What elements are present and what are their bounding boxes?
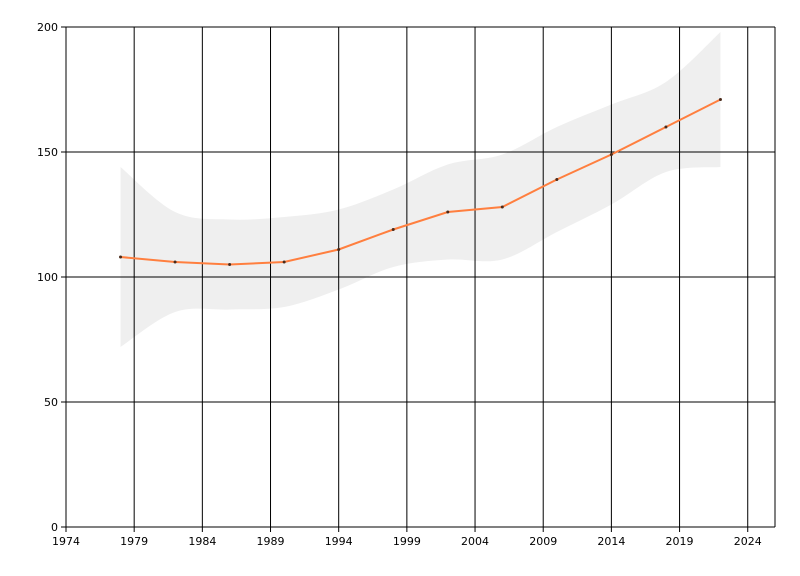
x-tick-label: 1999 <box>393 535 421 548</box>
data-point <box>500 205 504 209</box>
data-point <box>446 210 450 214</box>
data-point <box>228 263 232 266</box>
x-tick-label: 1979 <box>120 535 148 548</box>
x-tick-label: 2019 <box>666 535 694 548</box>
x-tick-label: 1989 <box>257 535 285 548</box>
data-point <box>555 178 559 181</box>
confidence-band <box>120 32 721 347</box>
x-tick-label: 1994 <box>325 535 353 548</box>
data-point <box>119 255 123 259</box>
x-tick-label: 2004 <box>461 535 489 548</box>
tick-label-layer: 1974 1979 1984 1989 1994 1999 2004 2009 2014 2019… <box>37 21 762 548</box>
y-tick-label: 200 <box>37 21 58 34</box>
x-tick-label: 2024 <box>734 535 762 548</box>
x-tick-label: 1974 <box>52 535 80 548</box>
series-line <box>120 98 721 266</box>
y-tick-label: 100 <box>37 271 58 284</box>
x-tick-label: 2009 <box>529 535 557 548</box>
data-point <box>391 228 395 231</box>
data-point <box>173 260 177 264</box>
data-point <box>718 98 722 101</box>
data-point <box>282 260 286 264</box>
data-point <box>609 153 613 156</box>
x-tick-label: 1984 <box>188 535 216 548</box>
series-layer <box>119 98 722 266</box>
y-tick-label: 50 <box>44 396 58 409</box>
data-point <box>337 248 341 251</box>
y-tick-label: 0 <box>51 521 58 534</box>
data-point <box>664 125 668 129</box>
axis-layer <box>65 27 776 528</box>
confidence-band-layer <box>120 32 721 347</box>
y-tick-label: 150 <box>37 146 58 159</box>
x-tick-label: 2014 <box>597 535 625 548</box>
